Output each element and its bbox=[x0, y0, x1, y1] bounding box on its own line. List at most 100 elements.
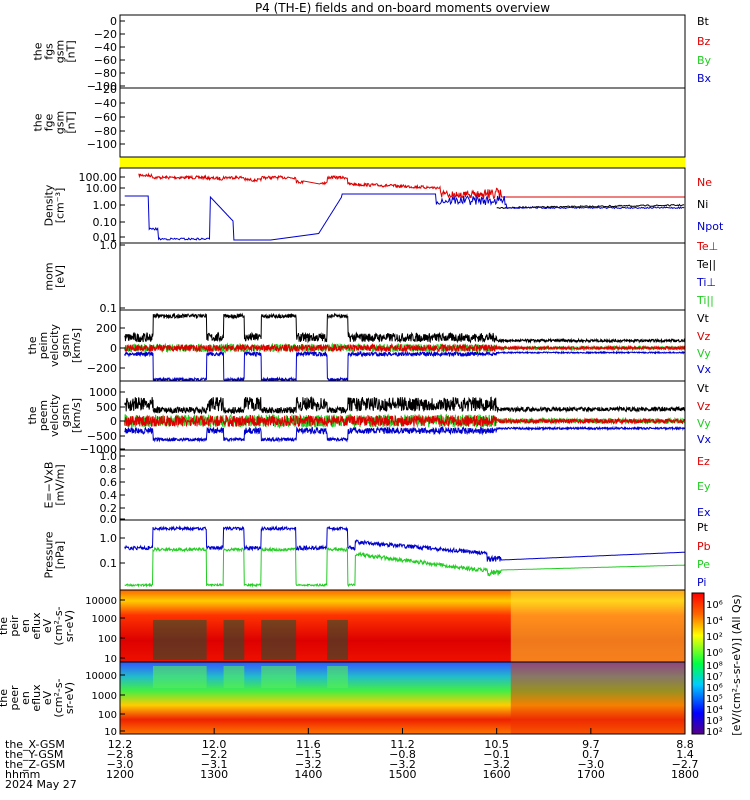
peem_velocity-legend-Vz: Vz bbox=[697, 400, 711, 413]
fgs-legend-By: By bbox=[697, 54, 712, 67]
fgs-panel bbox=[119, 14, 686, 89]
hhmm-value: 1500 bbox=[389, 768, 417, 781]
peem_velocity-legend-Vt: Vt bbox=[697, 382, 710, 395]
efield-legend-Ey: Ey bbox=[697, 480, 711, 493]
fge-frame bbox=[119, 87, 686, 158]
peim_velocity-legend-Vy: Vy bbox=[697, 347, 711, 360]
peim_velocity-legend-Vx: Vx bbox=[697, 363, 712, 376]
pressure-legend-Pb: Pb bbox=[697, 540, 711, 553]
density-frame bbox=[119, 167, 686, 244]
peir_eflux-panel bbox=[119, 589, 686, 663]
peim_velocity-ylabel: the bbox=[26, 336, 39, 354]
temperature-legend-Ti||: Ti|| bbox=[696, 294, 714, 307]
density-ytick-label: 100.00 bbox=[79, 171, 118, 184]
fge-ylabel: [nT] bbox=[65, 111, 78, 133]
hhmm-value: 1300 bbox=[200, 768, 228, 781]
peim_velocity-vx bbox=[124, 350, 685, 381]
z-gsm-value: −3.0 bbox=[577, 758, 604, 771]
peim_velocity-legend-Vz: Vz bbox=[697, 330, 711, 343]
temperature-legend-Te⊥: Te⊥ bbox=[696, 240, 718, 253]
temperature-legend-Te||: Te|| bbox=[696, 258, 716, 271]
hhmm-value: 1600 bbox=[483, 768, 511, 781]
peer_eflux-ytick-label: 100 bbox=[98, 710, 117, 721]
z-gsm-value: −3.0 bbox=[107, 758, 134, 771]
pi-series bbox=[124, 525, 685, 563]
efield-ytick-label: 0.8 bbox=[100, 463, 118, 476]
density-ylabel: [cm⁻³] bbox=[54, 188, 67, 224]
colorbar-tick-lower: 10⁴ bbox=[706, 705, 723, 716]
x-axis-row-label: the_Y-GSM bbox=[5, 748, 63, 761]
hhmm-value: 1200 bbox=[106, 768, 134, 781]
peer_eflux-ylabel: peer bbox=[8, 685, 21, 711]
fgs-ylabel: the bbox=[32, 42, 45, 60]
peem_velocity-ylabel: velocity bbox=[48, 394, 61, 437]
fge-ytick-label: −40 bbox=[94, 97, 117, 110]
peem_velocity-ylabel: peem bbox=[37, 400, 50, 431]
x-gsm-value: 9.7 bbox=[582, 738, 600, 751]
x-gsm-value: 12.2 bbox=[108, 738, 133, 751]
y-gsm-value: −0.1 bbox=[483, 748, 510, 761]
fge-ytick-label: −60 bbox=[94, 111, 117, 124]
electron-burst-band bbox=[327, 666, 348, 688]
y-gsm-value: −1.5 bbox=[295, 748, 322, 761]
peem_velocity-ytick-label: −500 bbox=[87, 430, 117, 443]
density-legend-Ni: Ni bbox=[697, 198, 708, 211]
temperature-frame bbox=[119, 242, 686, 311]
fgs-legend-Bt: Bt bbox=[697, 15, 710, 28]
pressure-ytick-label: 1.0 bbox=[100, 532, 118, 545]
ion-burst-band bbox=[261, 620, 297, 660]
peim_velocity-plot-area bbox=[124, 312, 685, 381]
peem_velocity-vx bbox=[124, 425, 685, 443]
peim_velocity-vt bbox=[124, 312, 685, 344]
peir_eflux-ytick-label: 100 bbox=[98, 634, 117, 645]
efield-panel bbox=[119, 449, 686, 521]
efield-frame bbox=[119, 449, 686, 521]
ion-burst-band bbox=[327, 620, 348, 660]
density-ytick-label: 1.00 bbox=[93, 199, 118, 212]
efield-ytick-label: 1.0 bbox=[100, 450, 118, 463]
peer_eflux-ytick-label: 1000 bbox=[92, 691, 117, 702]
peim_velocity-ylabel: velocity bbox=[48, 324, 61, 367]
density-ytick-label: 0.10 bbox=[93, 216, 118, 229]
peer_eflux-plot-area bbox=[120, 662, 685, 734]
colorbar-tick-lower: 10³ bbox=[706, 716, 723, 727]
fgs-ytick-label: −100 bbox=[87, 80, 117, 93]
efield-ytick-label: 0.4 bbox=[100, 489, 118, 502]
density-plot-area bbox=[124, 172, 685, 241]
efield-ytick-label: 0.0 bbox=[100, 513, 118, 526]
x-gsm-value: 11.2 bbox=[390, 738, 415, 751]
pressure-legend-Pi: Pi bbox=[697, 576, 706, 589]
peem_velocity-ylabel: the bbox=[26, 406, 39, 424]
efield-legend-Ez: Ez bbox=[697, 455, 710, 468]
fge-ytick-label: −20 bbox=[94, 83, 117, 96]
fgs-legend-Bx: Bx bbox=[697, 72, 712, 85]
z-gsm-value: −3.2 bbox=[483, 758, 510, 771]
peim_velocity-panel bbox=[119, 309, 686, 382]
y-gsm-value: −0.8 bbox=[389, 748, 416, 761]
peim_velocity-ytick-label: 200 bbox=[96, 322, 117, 335]
temperature-ytick-label: 1.0 bbox=[100, 239, 118, 252]
peer_eflux-ytick-label: 10000 bbox=[85, 671, 117, 682]
colorbar-label: [eV/(cm²-s-sr-eV)] (All Qs) bbox=[730, 594, 743, 735]
x-gsm-value: 12.0 bbox=[202, 738, 227, 751]
peem_velocity-vz bbox=[124, 413, 685, 428]
fgs-frame bbox=[119, 14, 686, 89]
y-gsm-value: 0.7 bbox=[582, 748, 600, 761]
peim_velocity-legend-Vt: Vt bbox=[697, 312, 710, 325]
efield-legend-Ex: Ex bbox=[697, 506, 711, 519]
colorbar-tick-lower: 10² bbox=[706, 727, 723, 738]
yellow-strip bbox=[120, 157, 685, 168]
z-gsm-value: −3.1 bbox=[201, 758, 228, 771]
peim_velocity-vz bbox=[124, 343, 685, 354]
pressure-frame bbox=[119, 519, 686, 591]
electron-quiet-band bbox=[510, 662, 685, 734]
fgs-ytick-label: 0 bbox=[110, 15, 117, 28]
peer_eflux-ylabel: the bbox=[0, 689, 10, 707]
x-gsm-value: 8.8 bbox=[676, 738, 694, 751]
z-gsm-value: −3.2 bbox=[295, 758, 322, 771]
fgs-ytick-label: −40 bbox=[94, 41, 117, 54]
y-gsm-value: −2.8 bbox=[107, 748, 134, 761]
peim_velocity-ylabel: peim bbox=[37, 332, 50, 360]
y-gsm-value: 1.4 bbox=[676, 748, 694, 761]
temperature-ylabel: [eV] bbox=[54, 265, 67, 288]
